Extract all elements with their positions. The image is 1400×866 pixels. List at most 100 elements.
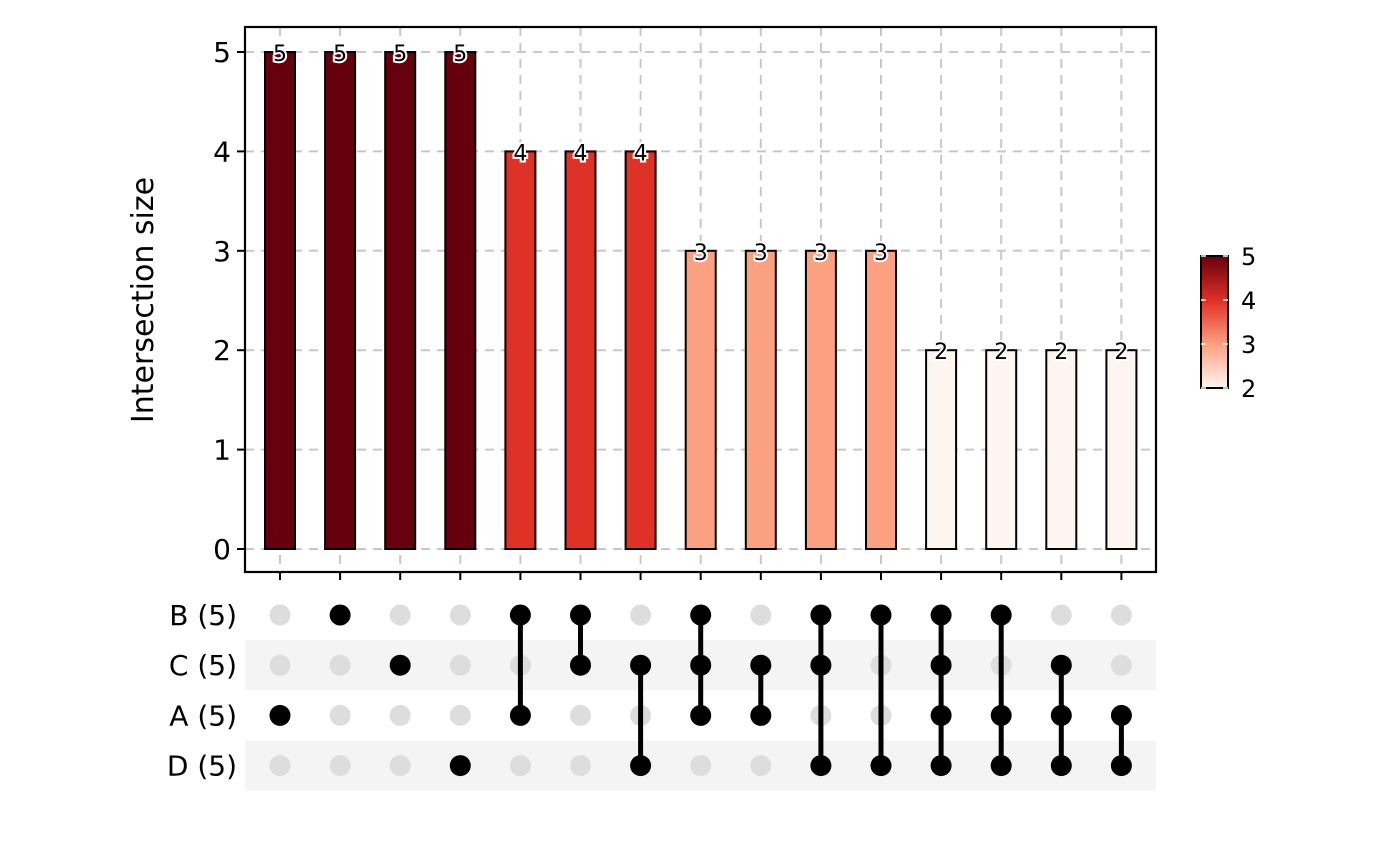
set-label: D (5)	[167, 750, 237, 783]
bar	[804, 249, 837, 551]
x-ticks	[279, 572, 1123, 580]
y-tick-label: 5	[213, 36, 231, 69]
bar	[985, 349, 1018, 551]
matrix-dot-empty	[389, 704, 411, 726]
bar-value-label: 3	[814, 241, 828, 266]
bar	[504, 150, 537, 550]
set-label: A (5)	[169, 699, 237, 732]
matrix-dot-filled	[990, 604, 1012, 626]
matrix-dot-filled	[1050, 755, 1072, 777]
matrix-dot-filled	[930, 604, 952, 626]
matrix-dot-filled	[810, 654, 832, 676]
matrix-dot-filled	[990, 704, 1012, 726]
bar	[444, 51, 477, 550]
matrix-dot-filled	[449, 755, 471, 777]
matrix-dot-filled	[1050, 654, 1072, 676]
matrix-dot-filled	[269, 704, 291, 726]
bars	[264, 51, 1138, 551]
bar-value-label: 4	[634, 141, 648, 166]
matrix-dot-empty	[509, 755, 531, 777]
matrix-dot-filled	[930, 755, 952, 777]
bar	[925, 349, 958, 551]
matrix-dot-filled	[329, 604, 351, 626]
bar	[865, 249, 897, 551]
matrix-dot-filled	[1110, 755, 1132, 777]
matrix-dot-filled	[509, 604, 531, 626]
colorbar	[1200, 255, 1229, 389]
colorbar-legend: 2 3 4 5	[1200, 243, 1256, 403]
matrix-dot-filled	[930, 654, 952, 676]
matrix-dot-empty	[329, 704, 351, 726]
matrix-dot-filled	[870, 604, 892, 626]
colorbar-tick-label: 4	[1241, 287, 1256, 315]
matrix-dot-empty	[690, 755, 712, 777]
matrix-dot-empty	[750, 755, 772, 777]
set-label: B (5)	[169, 599, 237, 632]
matrix-dot-empty	[630, 604, 652, 626]
matrix-dot-filled	[750, 704, 772, 726]
colorbar-tick-label: 2	[1241, 375, 1256, 403]
matrix-dot-empty	[389, 755, 411, 777]
matrix	[269, 604, 1132, 777]
matrix-dot-filled	[810, 604, 832, 626]
matrix-dot-filled	[509, 704, 531, 726]
matrix-dot-empty	[1050, 604, 1072, 626]
bar	[384, 51, 417, 550]
bar-value-label: 2	[1054, 340, 1068, 365]
matrix-dot-empty	[329, 654, 351, 676]
bar-value-label: 3	[754, 241, 768, 266]
matrix-dot-empty	[269, 604, 291, 626]
matrix-dot-filled	[870, 755, 892, 777]
y-tick-label: 0	[213, 533, 231, 566]
matrix-dot-empty	[1110, 604, 1132, 626]
matrix-dot-filled	[1110, 704, 1132, 726]
matrix-dot-filled	[630, 755, 652, 777]
bar-value-label: 5	[453, 42, 467, 67]
y-tick-label: 4	[213, 135, 231, 168]
bar-value-label: 2	[1114, 340, 1128, 365]
matrix-dot-empty	[570, 704, 591, 726]
matrix-dot-filled	[570, 604, 591, 626]
colorbar-tick-label: 3	[1241, 331, 1256, 359]
matrix-dot-filled	[930, 704, 952, 726]
bar-value-label: 5	[273, 42, 287, 67]
matrix-dot-filled	[389, 654, 411, 676]
bar-value-label: 5	[333, 42, 347, 67]
y-tick-label: 1	[213, 434, 231, 467]
y-axis: 0 1 2 3 4 5	[213, 36, 245, 566]
bar-labels: 5 5 5 5 4 4 4 3 3 3 3 2 2 2 2	[271, 40, 1130, 367]
bar	[1045, 349, 1078, 551]
matrix-dot-filled	[570, 654, 591, 676]
matrix-dot-empty	[750, 604, 772, 626]
colorbar-tick-label: 5	[1241, 243, 1256, 271]
set-label: C (5)	[169, 649, 237, 682]
y-tick-label: 2	[213, 334, 231, 367]
bar-value-label: 2	[994, 340, 1008, 365]
matrix-dot-empty	[269, 755, 291, 777]
matrix-dot-empty	[570, 755, 591, 777]
y-tick-label: 3	[213, 235, 231, 268]
bar-value-label: 3	[874, 241, 888, 266]
matrix-dot-empty	[269, 654, 291, 676]
bar	[324, 51, 357, 550]
matrix-dot-filled	[690, 654, 712, 676]
bar	[1105, 349, 1138, 551]
matrix-dot-empty	[449, 604, 471, 626]
matrix-dot-empty	[1110, 654, 1132, 676]
matrix-dot-filled	[690, 704, 712, 726]
bar	[264, 51, 296, 550]
bar	[624, 150, 657, 550]
matrix-dot-empty	[449, 654, 471, 676]
bar-value-label: 5	[393, 42, 407, 67]
matrix-dot-filled	[690, 604, 712, 626]
matrix-dot-filled	[1050, 704, 1072, 726]
matrix-dot-empty	[449, 704, 471, 726]
matrix-dot-filled	[750, 654, 772, 676]
bar	[564, 150, 597, 550]
bar-value-label: 2	[934, 340, 948, 365]
matrix-dot-empty	[389, 604, 411, 626]
matrix-dot-empty	[329, 755, 351, 777]
bar-value-label: 3	[694, 241, 708, 266]
y-axis-title: Intersection size	[126, 177, 161, 423]
